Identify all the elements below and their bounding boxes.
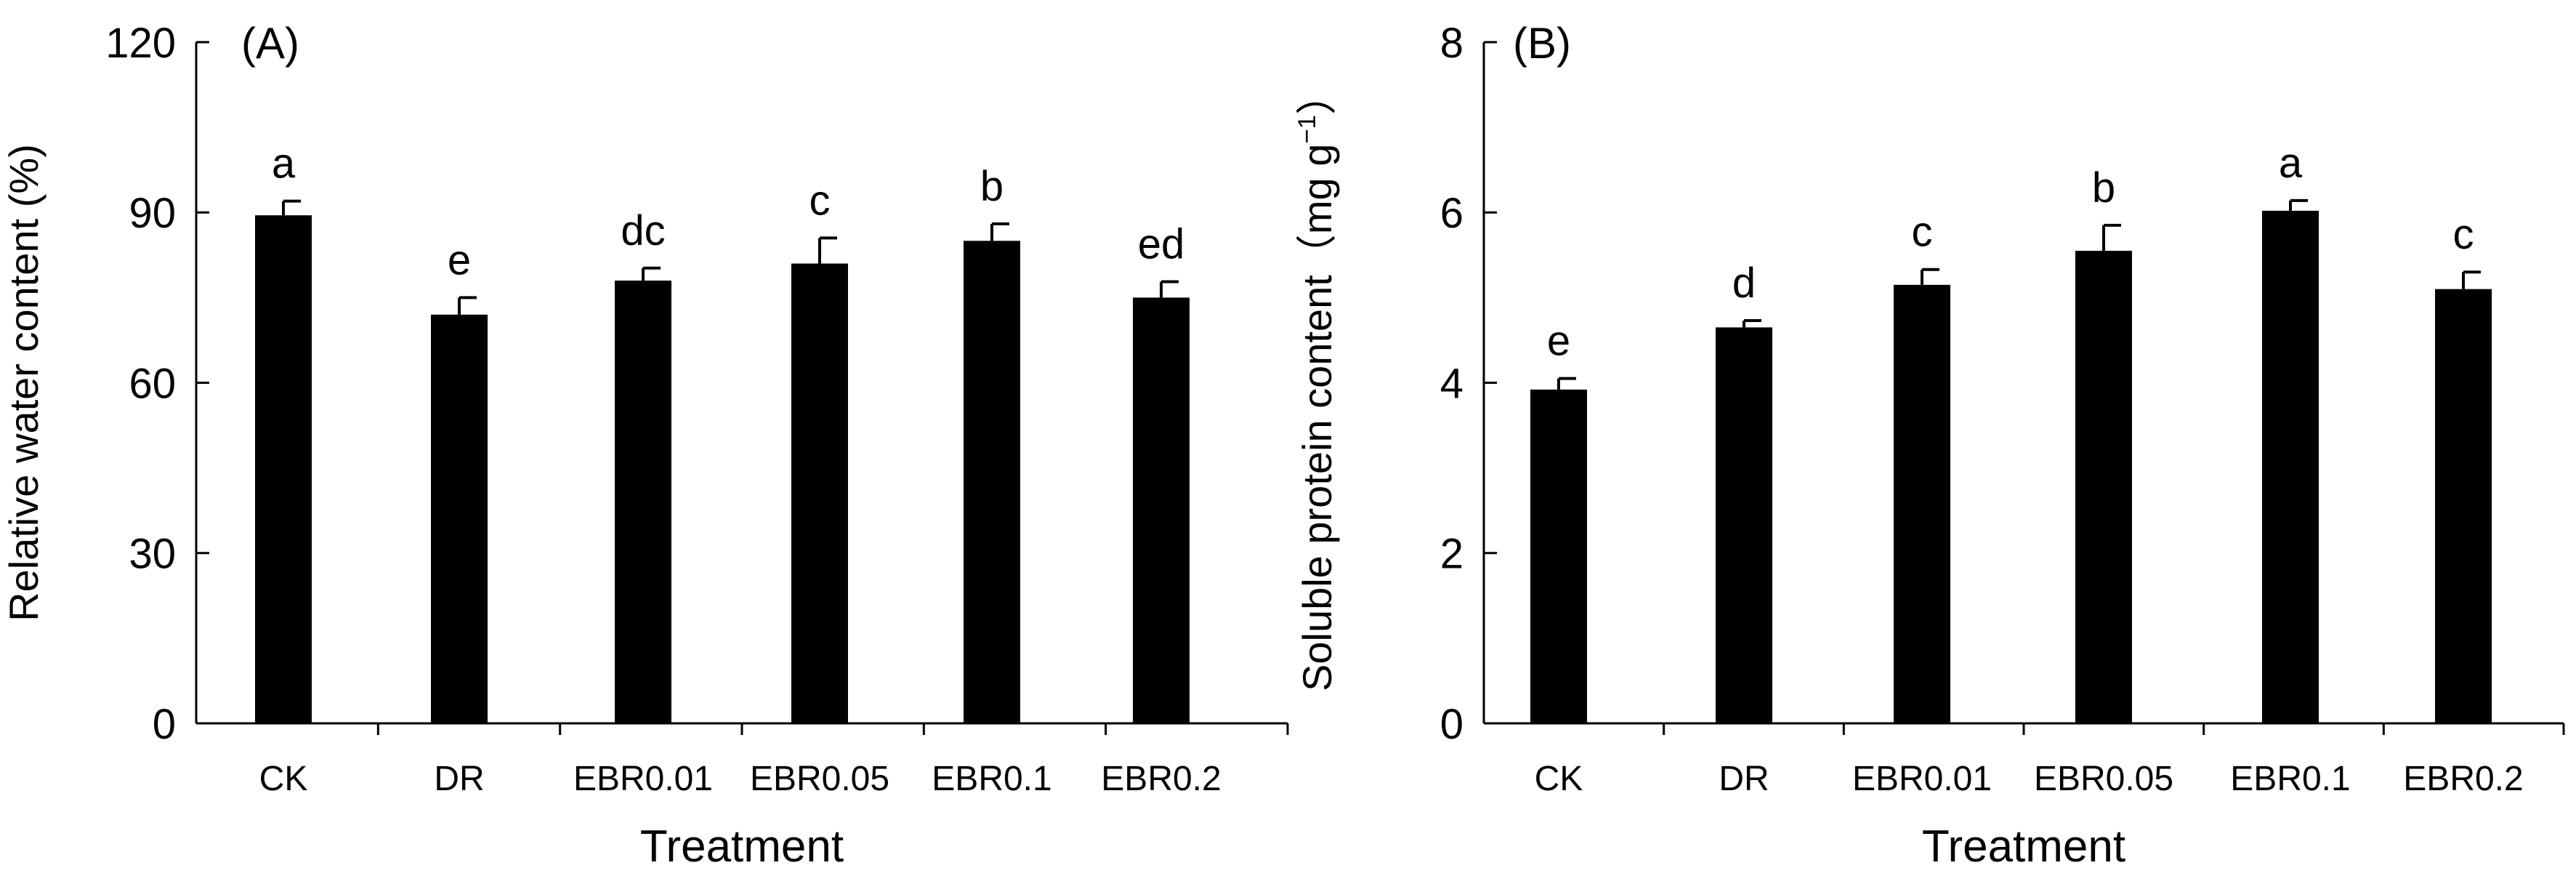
- significance-letter: c: [1912, 209, 1933, 256]
- bar: [1530, 389, 1587, 723]
- significance-letter: e: [448, 236, 471, 284]
- y-tick-label: 4: [1440, 360, 1463, 407]
- x-category-label: DR: [1719, 760, 1769, 798]
- x-category-label: EBR0.05: [2034, 760, 2173, 798]
- x-axis-title: Treatment: [640, 821, 844, 872]
- bar: [1133, 297, 1190, 723]
- bar: [431, 314, 488, 723]
- bar: [2075, 250, 2132, 723]
- x-category-label: EBR0.2: [2403, 760, 2523, 798]
- x-category-label: EBR0.1: [2230, 760, 2350, 798]
- significance-letter: a: [2279, 140, 2303, 187]
- significance-letter: ed: [1138, 221, 1185, 268]
- significance-letter: c: [809, 177, 831, 224]
- x-category-label: CK: [259, 760, 308, 798]
- x-category-label: EBR0.05: [750, 760, 889, 798]
- y-tick-label: 60: [129, 360, 176, 407]
- significance-letter: c: [2453, 211, 2474, 258]
- significance-letter: b: [980, 163, 1004, 210]
- x-category-label: EBR0.01: [573, 760, 713, 798]
- x-axis-title: Treatment: [1922, 821, 2125, 872]
- chart-panel-a: 0 30 60 90 120 a CK e DR dc EBR0.01 c EBR0.05 b EBR0.1…: [1, 19, 1289, 872]
- y-tick-label: 8: [1440, 20, 1463, 67]
- significance-letter: d: [1732, 260, 1756, 307]
- significance-letter: dc: [621, 207, 665, 254]
- y-tick-label: 120: [105, 20, 176, 67]
- y-axis-title: Soluble protein content（mg g−1）: [1293, 74, 1340, 691]
- bar: [964, 241, 1020, 724]
- y-axis-title-text: Relative water content (%): [1, 144, 47, 622]
- x-category-label: EBR0.2: [1101, 760, 1221, 798]
- y-axis-title-superscript: −1: [1293, 115, 1321, 144]
- y-tick-label: 30: [129, 531, 176, 578]
- y-axis-title-text: Soluble protein content（mg g: [1294, 144, 1340, 691]
- significance-letter: b: [2092, 164, 2115, 212]
- significance-letter: e: [1547, 318, 1570, 365]
- chart-panel-b: 0 2 4 6 8 e CK d DR c EBR0.01 b EBR0.05 a EBR0.1 c EBR0.…: [1293, 19, 2565, 872]
- bar: [615, 280, 671, 723]
- panel-label: (A): [241, 19, 299, 68]
- x-category-label: EBR0.01: [1852, 760, 1992, 798]
- panel-label: (B): [1513, 19, 1571, 68]
- y-tick-label: 90: [129, 190, 176, 237]
- x-category-label: DR: [434, 760, 484, 798]
- x-category-label: CK: [1535, 760, 1583, 798]
- y-tick-label: 0: [153, 701, 176, 748]
- bar: [1894, 284, 1950, 723]
- bar: [2262, 210, 2319, 724]
- bar: [255, 215, 312, 723]
- y-axis-title-close: ）: [1294, 74, 1340, 115]
- significance-letter: a: [272, 140, 296, 188]
- y-tick-label: 0: [1440, 701, 1463, 748]
- x-category-label: EBR0.1: [932, 760, 1051, 798]
- bar: [1716, 327, 1772, 723]
- y-axis-title: Relative water content (%): [1, 144, 47, 622]
- bar: [791, 263, 848, 723]
- bar: [2435, 289, 2492, 724]
- y-tick-label: 2: [1440, 531, 1463, 578]
- y-tick-label: 6: [1440, 190, 1463, 237]
